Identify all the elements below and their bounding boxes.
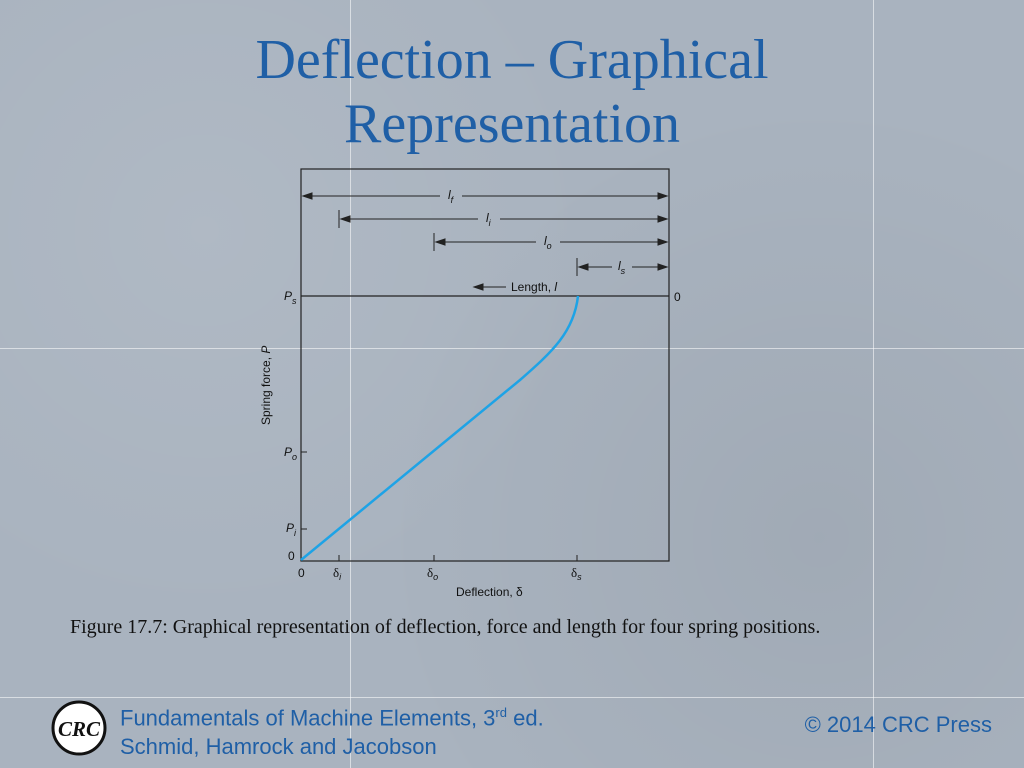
- book-title-line: Fundamentals of Machine Elements, 3rd ed…: [120, 705, 544, 731]
- length-arrow: [472, 283, 506, 291]
- label-ps: Ps: [284, 289, 297, 306]
- label-do: δo: [427, 565, 438, 582]
- slide-title-line1: Deflection – Graphical: [255, 29, 769, 91]
- label-po: Po: [284, 445, 297, 462]
- crc-logo: CRC: [51, 700, 107, 756]
- y-axis-label: Spring force, P: [259, 346, 273, 425]
- label-ls: ls: [618, 259, 626, 276]
- label-lo: lo: [544, 234, 552, 251]
- label-lf: lf: [448, 188, 455, 205]
- label-ds: δs: [571, 565, 582, 582]
- background-grid-line: [873, 0, 874, 768]
- right-zero-label: 0: [674, 290, 681, 304]
- slide-title: Deflection – Graphical Representation: [0, 28, 1024, 156]
- slide-title-line2: Representation: [344, 93, 680, 155]
- label-x-zero: 0: [298, 566, 305, 580]
- label-di: δi: [333, 565, 342, 582]
- book-citation: Fundamentals of Machine Elements, 3rd ed…: [120, 698, 544, 761]
- label-pi: Pi: [286, 521, 297, 538]
- x-axis-label: Deflection, δ: [456, 585, 523, 599]
- lf-dimension: [301, 192, 669, 200]
- copyright-notice: © 2014 CRC Press: [804, 712, 992, 737]
- lo-dimension: [433, 233, 669, 251]
- figure-caption: Figure 17.7: Graphical representation of…: [70, 616, 821, 638]
- book-authors-line: Schmid, Hamrock and Jacobson: [120, 734, 437, 760]
- label-li: li: [486, 211, 492, 228]
- force-deflection-curve: [300, 295, 580, 561]
- li-dimension: [338, 210, 669, 228]
- background-grid-line: [0, 697, 1024, 698]
- background-grid-line: [0, 348, 1024, 349]
- label-y-zero: 0: [288, 549, 295, 563]
- plot-frame: [300, 168, 670, 562]
- svg-text:CRC: CRC: [58, 717, 101, 741]
- length-label: Length, l: [511, 280, 557, 294]
- ls-dimension: [576, 258, 669, 276]
- background-grid-line: [350, 0, 351, 768]
